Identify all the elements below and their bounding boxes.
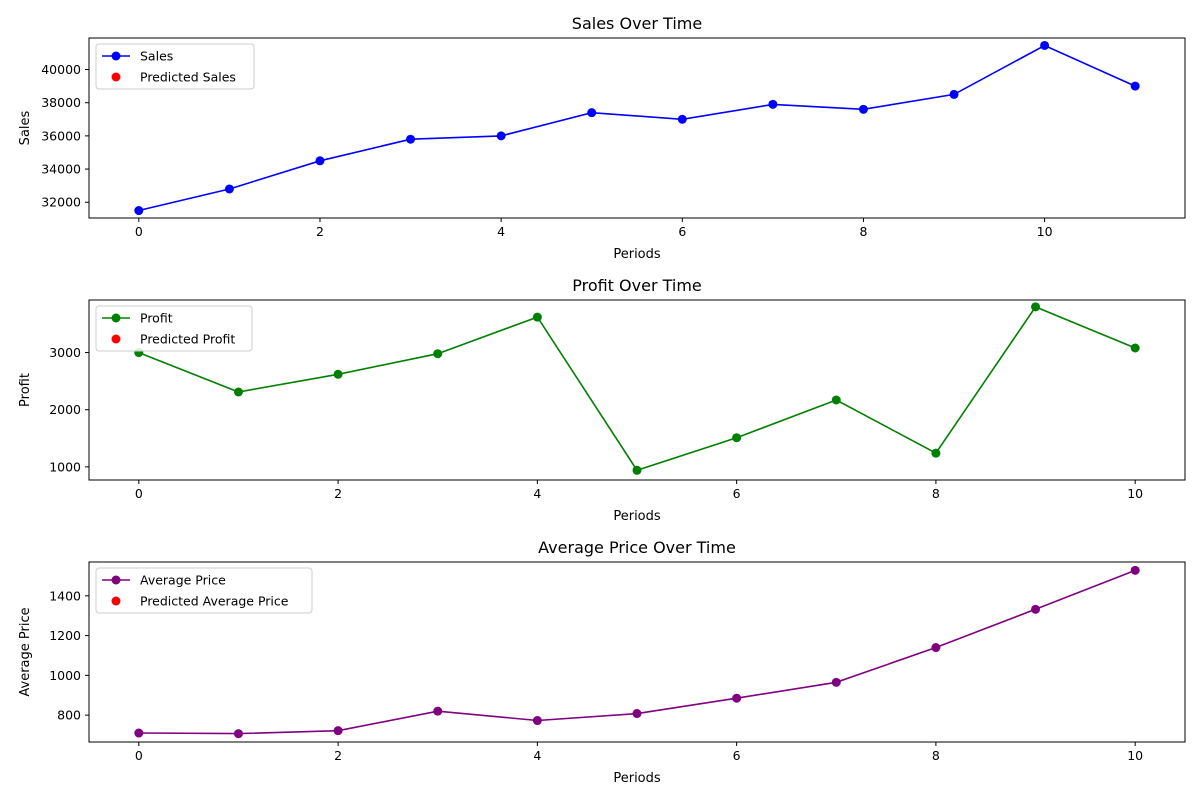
- data-point: [333, 726, 343, 736]
- data-point: [858, 104, 868, 114]
- data-point: [931, 643, 941, 653]
- data-point: [406, 134, 416, 144]
- x-tick-label: 2: [334, 748, 342, 763]
- data-point: [831, 395, 841, 405]
- data-point: [333, 369, 343, 379]
- y-tick-label: 1000: [49, 459, 81, 474]
- y-tick-label: 36000: [41, 128, 81, 143]
- y-tick-label: 40000: [41, 62, 81, 77]
- x-tick-label: 6: [678, 224, 686, 239]
- x-axis-label: Periods: [613, 509, 661, 524]
- chart-panel-3: Average Price Over Time 0 2 4 6 8 10 800 1000 120…: [18, 538, 1186, 786]
- y-tick-label: 1200: [49, 628, 81, 643]
- x-tick-label: 4: [497, 224, 505, 239]
- data-point: [315, 156, 325, 166]
- y-tick-label: 32000: [41, 195, 81, 210]
- legend-label: Sales: [140, 49, 173, 64]
- x-tick-label: 8: [932, 486, 940, 501]
- legend-marker: [111, 334, 121, 344]
- y-tick-label: 38000: [41, 95, 81, 110]
- data-point: [677, 114, 687, 124]
- data-point: [233, 729, 243, 739]
- x-tick-label: 0: [135, 224, 143, 239]
- data-point: [1130, 81, 1140, 91]
- y-axis-label: Average Price: [18, 607, 33, 696]
- x-tick-label: 2: [316, 224, 324, 239]
- x-tick-label: 2: [334, 486, 342, 501]
- x-tick-label: 8: [859, 224, 867, 239]
- data-point: [1040, 40, 1050, 50]
- data-point: [1031, 604, 1041, 614]
- legend-label: Profit: [140, 311, 173, 326]
- series-line: [138, 305, 1136, 472]
- chart-title: Average Price Over Time: [538, 538, 736, 557]
- y-tick-label: 2000: [49, 402, 81, 417]
- data-point: [496, 131, 506, 141]
- data-point: [732, 433, 742, 443]
- legend: Sales Predicted Sales: [95, 43, 255, 90]
- data-point: [587, 108, 597, 118]
- x-tick-label: 10: [1127, 486, 1143, 501]
- x-tick-label: 6: [733, 748, 741, 763]
- legend-label: Predicted Average Price: [140, 594, 289, 609]
- chart-panel-2: Profit Over Time 0 2 4 6 8 10 1000 2000 3000 Perio…: [18, 276, 1186, 524]
- legend-marker: [111, 313, 121, 323]
- data-point: [134, 206, 144, 216]
- x-tick-label: 4: [533, 748, 541, 763]
- data-point: [532, 312, 542, 322]
- data-point: [632, 465, 642, 475]
- data-point: [1130, 565, 1140, 575]
- x-axis-label: Periods: [613, 247, 661, 262]
- legend-label: Average Price: [140, 573, 226, 588]
- chart-title: Profit Over Time: [572, 276, 702, 295]
- data-point: [949, 89, 959, 99]
- x-tick-label: 0: [135, 486, 143, 501]
- data-point: [831, 677, 841, 687]
- y-tick-label: 1400: [49, 588, 81, 603]
- legend-label: Predicted Sales: [140, 70, 236, 85]
- data-point: [433, 706, 443, 716]
- data-point: [931, 448, 941, 458]
- legend-box: [95, 567, 313, 614]
- data-point: [1130, 343, 1140, 353]
- y-tick-label: 800: [57, 708, 81, 723]
- x-tick-label: 8: [932, 748, 940, 763]
- data-point: [1031, 302, 1041, 312]
- y-axis-label: Profit: [18, 373, 33, 407]
- plot-frame: [88, 37, 1186, 219]
- legend: Profit Predicted Profit: [95, 305, 253, 352]
- x-axis-label: Periods: [613, 771, 661, 786]
- data-point: [532, 716, 542, 726]
- legend-marker: [111, 51, 121, 61]
- legend-marker: [111, 575, 121, 585]
- x-tick-label: 10: [1127, 748, 1143, 763]
- x-tick-label: 4: [533, 486, 541, 501]
- data-point: [433, 349, 443, 359]
- legend-marker: [111, 596, 121, 606]
- chart-title: Sales Over Time: [572, 14, 702, 33]
- data-point: [134, 728, 144, 738]
- legend-box: [95, 43, 255, 90]
- x-tick-label: 10: [1037, 224, 1053, 239]
- data-point: [768, 99, 778, 109]
- y-tick-label: 3000: [49, 345, 81, 360]
- data-point: [233, 387, 243, 397]
- x-tick-label: 6: [733, 486, 741, 501]
- x-tick-label: 0: [135, 748, 143, 763]
- series-line: [138, 44, 1136, 212]
- y-tick-label: 1000: [49, 668, 81, 683]
- legend-box: [95, 305, 253, 352]
- legend-label: Predicted Profit: [140, 332, 235, 347]
- data-point: [224, 184, 234, 194]
- legend-marker: [111, 72, 121, 82]
- y-axis-label: Sales: [18, 110, 33, 145]
- y-tick-label: 34000: [41, 162, 81, 177]
- plot-frame: [88, 561, 1186, 743]
- chart-panel-1: Sales Over Time 0 2 4 6 8 10 32000 34000 36000 380…: [18, 14, 1186, 262]
- data-point: [632, 709, 642, 719]
- data-point: [732, 693, 742, 703]
- legend: Average Price Predicted Average Price: [95, 567, 313, 614]
- plot-frame: [88, 299, 1186, 481]
